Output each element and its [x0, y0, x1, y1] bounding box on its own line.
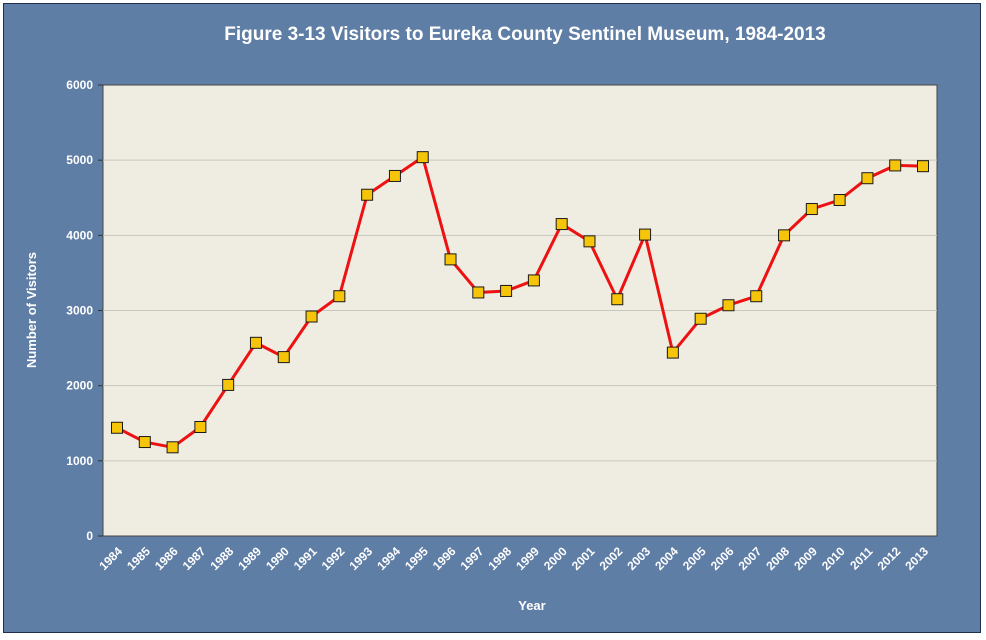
data-point-marker	[249, 336, 262, 349]
x-tick-label: 2013	[902, 544, 931, 573]
x-tick-label: 1985	[124, 544, 153, 573]
x-tick-label: 2008	[763, 544, 792, 573]
chart-title: Figure 3-13 Visitors to Eureka County Se…	[224, 24, 826, 45]
y-tick-label: 4000	[66, 228, 93, 242]
x-tick-label: 1984	[96, 544, 125, 573]
x-tick-label: 2006	[708, 544, 737, 573]
data-point-marker	[416, 151, 429, 164]
data-point-marker	[166, 441, 179, 454]
data-point-marker	[111, 421, 123, 434]
data-point-marker	[639, 228, 652, 241]
data-point-marker	[555, 218, 568, 231]
data-point-marker	[194, 421, 207, 434]
x-axis-ticks: 1984 1985 1986 1987 1988 1989 1990 1991 1992 1993…	[96, 544, 931, 573]
data-point-marker	[583, 235, 596, 248]
x-tick-label: 1999	[513, 544, 542, 573]
x-tick-label: 2003	[624, 544, 653, 573]
x-tick-label: 1988	[208, 544, 237, 573]
x-tick-label: 1998	[485, 544, 514, 573]
x-tick-label: 2002	[597, 544, 626, 573]
y-axis-label: Number of Visitors	[24, 252, 39, 368]
x-tick-label: 1986	[152, 544, 181, 573]
data-point-marker	[861, 172, 874, 185]
x-tick-label: 1995	[402, 544, 431, 573]
data-point-marker	[444, 253, 457, 266]
data-point-marker	[222, 378, 235, 391]
x-tick-label: 1991	[291, 544, 320, 573]
x-tick-label: 1997	[458, 544, 487, 573]
data-point-marker	[694, 312, 707, 325]
data-point-marker	[917, 160, 929, 173]
x-axis-label: Year	[518, 598, 545, 613]
y-tick-label: 3000	[66, 304, 93, 318]
data-point-marker	[361, 188, 374, 201]
data-point-marker	[305, 310, 318, 323]
data-point-marker	[333, 290, 346, 303]
y-tick-label: 1000	[66, 454, 93, 468]
data-point-marker	[527, 274, 540, 287]
data-point-marker	[138, 436, 151, 449]
x-tick-label: 1994	[374, 544, 403, 573]
data-point-marker	[805, 203, 818, 216]
data-point-marker	[500, 284, 513, 297]
x-tick-label: 1992	[319, 544, 348, 573]
x-tick-label: 2010	[819, 544, 848, 573]
x-tick-label: 1989	[235, 544, 264, 573]
y-tick-label: 2000	[66, 379, 93, 393]
x-tick-label: 1990	[263, 544, 292, 573]
data-point-marker	[277, 351, 290, 364]
x-tick-label: 2005	[680, 544, 709, 573]
x-tick-label: 1993	[346, 544, 375, 573]
x-tick-label: 2004	[652, 544, 681, 573]
x-tick-label: 2012	[875, 544, 904, 573]
data-point-marker	[666, 346, 679, 359]
x-tick-label: 2000	[541, 544, 570, 573]
y-tick-label: 5000	[66, 153, 93, 167]
gridlines	[103, 159, 937, 462]
data-point-marker	[833, 194, 846, 207]
x-tick-label: 2009	[791, 544, 820, 573]
data-point-marker	[722, 299, 735, 312]
x-tick-label: 2001	[569, 544, 598, 573]
y-axis-ticks: 0 1000 2000 3000 4000 5000 6000	[66, 78, 103, 543]
data-point-marker	[472, 286, 485, 299]
y-tick-label: 6000	[66, 78, 93, 92]
data-point-marker	[889, 159, 902, 172]
data-point-marker	[750, 290, 763, 303]
x-tick-label: 1987	[180, 544, 209, 573]
y-tick-label: 0	[86, 529, 93, 543]
series-group	[111, 151, 929, 454]
data-point-marker	[611, 293, 624, 306]
x-tick-label: 2007	[736, 544, 765, 573]
x-tick-label: 2011	[847, 544, 876, 573]
data-point-marker	[778, 229, 791, 242]
data-point-marker	[388, 169, 401, 182]
x-tick-label: 1996	[430, 544, 459, 573]
